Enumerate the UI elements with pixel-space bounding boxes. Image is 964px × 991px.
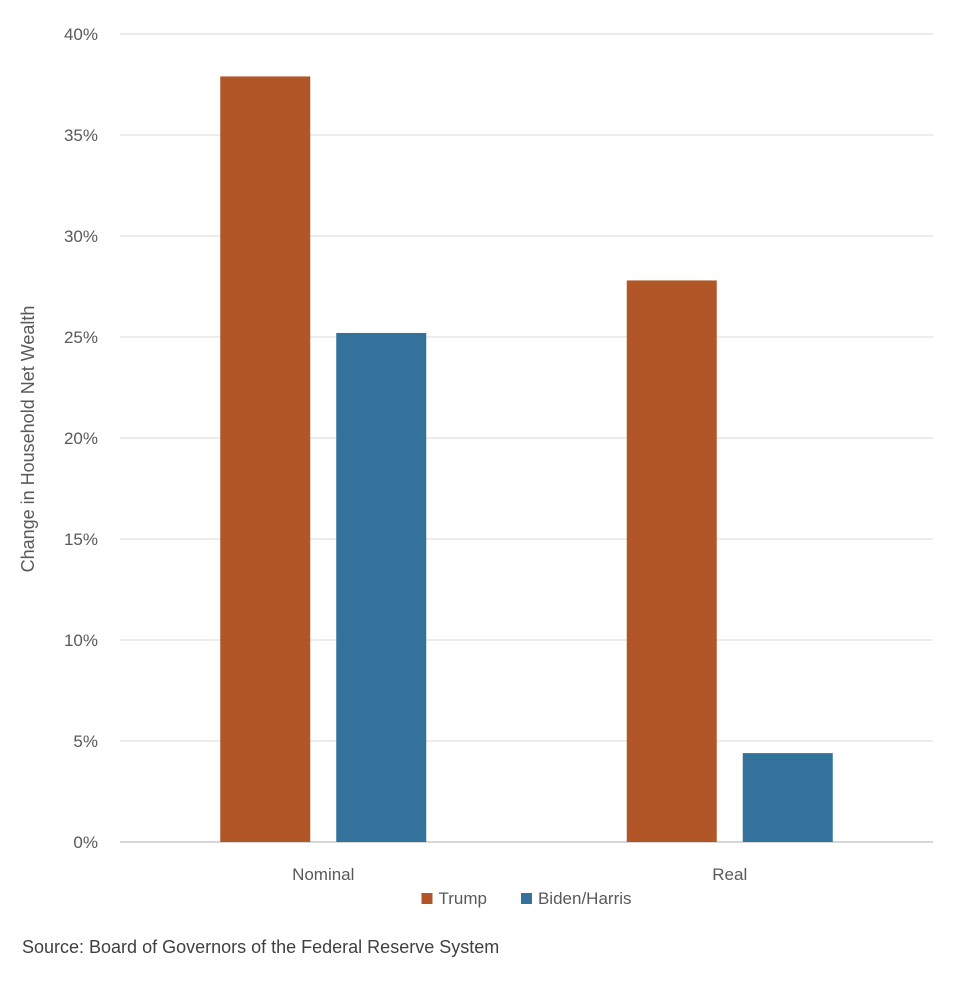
y-tick-label: 40%: [64, 25, 98, 44]
y-tick-label: 15%: [64, 530, 98, 549]
x-axis-categories: Nominal Real: [292, 865, 747, 884]
y-tick-label: 0%: [73, 833, 98, 852]
legend: Trump Biden/Harris: [421, 889, 632, 908]
y-tick-label: 25%: [64, 328, 98, 347]
x-category-label: Nominal: [292, 865, 354, 884]
source-note: Source: Board of Governors of the Federa…: [22, 937, 499, 957]
bar-nominal-trump: [220, 76, 311, 843]
y-tick-label: 10%: [64, 631, 98, 650]
y-tick-label: 5%: [73, 732, 98, 751]
y-tick-label: 35%: [64, 126, 98, 145]
legend-swatch-trump: [421, 893, 433, 904]
x-category-label: Real: [712, 865, 747, 884]
legend-label-trump: Trump: [438, 889, 487, 908]
y-tick-label: 30%: [64, 227, 98, 246]
y-axis-ticks: 0% 5% 10% 15% 20% 25% 30% 35% 40%: [64, 25, 98, 852]
bar-nominal-biden-harris: [336, 332, 427, 842]
bar-real-biden-harris: [742, 753, 833, 842]
y-axis-title: Change in Household Net Wealth: [18, 306, 38, 573]
bar-real-trump: [626, 280, 717, 842]
bars: [220, 76, 833, 843]
y-tick-label: 20%: [64, 429, 98, 448]
legend-label-biden-harris: Biden/Harris: [538, 889, 632, 908]
legend-swatch-biden-harris: [520, 893, 532, 904]
